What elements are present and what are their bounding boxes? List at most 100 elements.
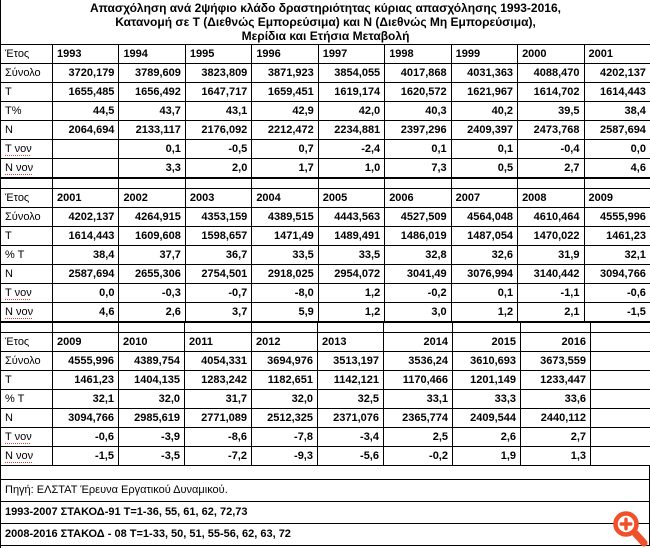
value-cell: 2234,881 — [317, 120, 386, 140]
value-cell: 2133,117 — [118, 120, 186, 140]
value-cell: 2409,397 — [450, 120, 519, 140]
value-cell — [51, 158, 120, 178]
year-header-row: Έτος 2001 2002 2003 2004 2005 2006 2007 2008 2009 — [0, 188, 650, 208]
value-cell: 3536,24 — [383, 351, 453, 371]
value-cell: -1,5 — [583, 302, 650, 322]
empty-cell — [52, 322, 119, 333]
year-cell: 2013 — [317, 332, 384, 352]
value-cell: -0,2 — [383, 446, 453, 466]
value-cell: 3,7 — [184, 302, 253, 322]
value-cell: 3610,693 — [452, 351, 521, 371]
year-cell: 2006 — [384, 188, 452, 208]
value-cell: 4389,515 — [251, 207, 319, 227]
data-row-t: Τ 1655,485 1656,492 1647,717 1659,451 1619,17… — [0, 82, 650, 102]
value-cell: 32,6 — [450, 245, 519, 265]
year-cell: 2005 — [317, 188, 386, 208]
year-cell: 1998 — [384, 44, 452, 64]
value-cell: 4389,754 — [118, 351, 185, 371]
value-cell: 3094,766 — [52, 408, 119, 428]
value-cell: 37,7 — [118, 245, 186, 265]
year-cell: 2014 — [383, 332, 453, 352]
value-cell: 4555,996 — [52, 351, 119, 371]
table-block-2001-2009: Έτος 2001 2002 2003 2004 2005 2006 2007 2008 2009… — [0, 178, 650, 322]
data-row-n: Ν 2064,694 2133,117 2176,092 2212,472 2234,88… — [0, 120, 650, 140]
value-cell: 3140,442 — [517, 264, 585, 284]
empty-cell — [0, 322, 53, 333]
value-cell: 1470,022 — [517, 226, 585, 246]
zoom-in-icon[interactable] — [611, 509, 649, 548]
value-cell: 2,7 — [517, 158, 585, 178]
value-cell: 2473,768 — [517, 120, 585, 140]
value-cell: -7,8 — [251, 427, 318, 447]
value-cell: -8,6 — [184, 427, 252, 447]
value-cell: 4527,509 — [384, 207, 452, 227]
year-cell: 2010 — [118, 332, 185, 352]
value-cell: 42,9 — [251, 101, 319, 121]
value-cell: 4555,996 — [583, 207, 650, 227]
row-label-n-yoy: Ν νον — [0, 446, 53, 466]
row-label-t: Τ — [0, 82, 53, 102]
row-label-n: Ν — [0, 120, 53, 140]
year-cell: 2009 — [583, 188, 650, 208]
table-block-2009-2016: Έτος 2009 2010 2011 2012 2013 2014 2015 2016 Σύνο… — [0, 322, 650, 466]
year-cell: 1993 — [51, 44, 120, 64]
value-cell: 2985,619 — [118, 408, 185, 428]
value-cell: 2440,112 — [520, 408, 591, 428]
value-cell: 2954,072 — [317, 264, 386, 284]
value-cell: 4031,363 — [450, 63, 519, 83]
value-cell: 1,3 — [520, 446, 591, 466]
data-row-n-yoy: Ν νον 4,6 2,6 3,7 5,9 1,2 3,0 1,2 2,1 -1,5 — [0, 302, 650, 322]
value-cell: 2365,774 — [383, 408, 453, 428]
value-cell: 44,5 — [51, 101, 120, 121]
value-cell: 0,0 — [583, 139, 650, 159]
value-cell: -3,4 — [317, 427, 384, 447]
row-label-n: Ν — [0, 264, 53, 284]
value-cell: 39,5 — [517, 101, 585, 121]
empty-cell — [184, 322, 252, 333]
value-cell: 3076,994 — [450, 264, 519, 284]
value-cell: 1,9 — [452, 446, 521, 466]
row-label-n-yoy: Ν νον — [0, 158, 53, 178]
year-cell — [590, 332, 650, 352]
value-cell: 4017,868 — [384, 63, 452, 83]
value-cell: 4088,470 — [517, 63, 585, 83]
value-cell: 4353,159 — [184, 207, 253, 227]
data-row-synolo: Σύνολο 3720,179 3789,609 3823,809 3871,923 38… — [0, 63, 650, 83]
value-cell: -1,5 — [52, 446, 119, 466]
empty-cell — [452, 322, 521, 333]
year-cell: 2015 — [452, 332, 521, 352]
value-cell: 2409,544 — [452, 408, 521, 428]
notes-section: Πηγή: ΕΛΣΤΑΤ Έρευνα Εργατικού Δυναμικού.… — [0, 466, 650, 546]
value-cell: 42,0 — [317, 101, 386, 121]
value-cell: 3513,197 — [317, 351, 384, 371]
value-cell: 32,1 — [583, 245, 650, 265]
value-cell: 1659,451 — [251, 82, 319, 102]
year-cell: 2000 — [517, 44, 585, 64]
title-line-3: Μερίδια και Ετήσια Μεταβολή — [241, 29, 410, 43]
value-cell: 4054,331 — [184, 351, 252, 371]
year-cell: 2009 — [52, 332, 119, 352]
row-label-t-yoy: Τ νον — [0, 427, 53, 447]
data-row-synolo: Σύνολο 4555,996 4389,754 4054,331 3694,976 35… — [0, 351, 650, 371]
value-cell: 1609,608 — [118, 226, 186, 246]
value-cell: 2397,296 — [384, 120, 452, 140]
value-cell: 2587,694 — [51, 264, 120, 284]
empty-cell — [450, 178, 519, 189]
year-row-label: Έτος — [0, 44, 53, 64]
stakod-91-note: 1993-2007 ΣΤΑΚΟΔ-91 Τ=1-36, 55, 61, 62, … — [1, 502, 649, 524]
value-cell: 1614,443 — [583, 82, 650, 102]
value-cell — [590, 370, 650, 390]
separator-row — [0, 322, 650, 333]
row-label-synolo: Σύνολο — [0, 63, 53, 83]
data-row-n: Ν 2587,694 2655,306 2754,501 2918,025 2954,07… — [0, 264, 650, 284]
value-cell: 4264,915 — [118, 207, 186, 227]
value-cell: -0,6 — [583, 283, 650, 303]
value-cell: 2771,089 — [184, 408, 252, 428]
year-cell: 2011 — [184, 332, 252, 352]
value-cell: 38,4 — [583, 101, 650, 121]
value-cell: 0,1 — [450, 283, 519, 303]
year-cell: 1997 — [317, 44, 386, 64]
value-cell: 3823,809 — [184, 63, 253, 83]
value-cell: 1621,967 — [450, 82, 519, 102]
value-cell: 1471,49 — [251, 226, 319, 246]
